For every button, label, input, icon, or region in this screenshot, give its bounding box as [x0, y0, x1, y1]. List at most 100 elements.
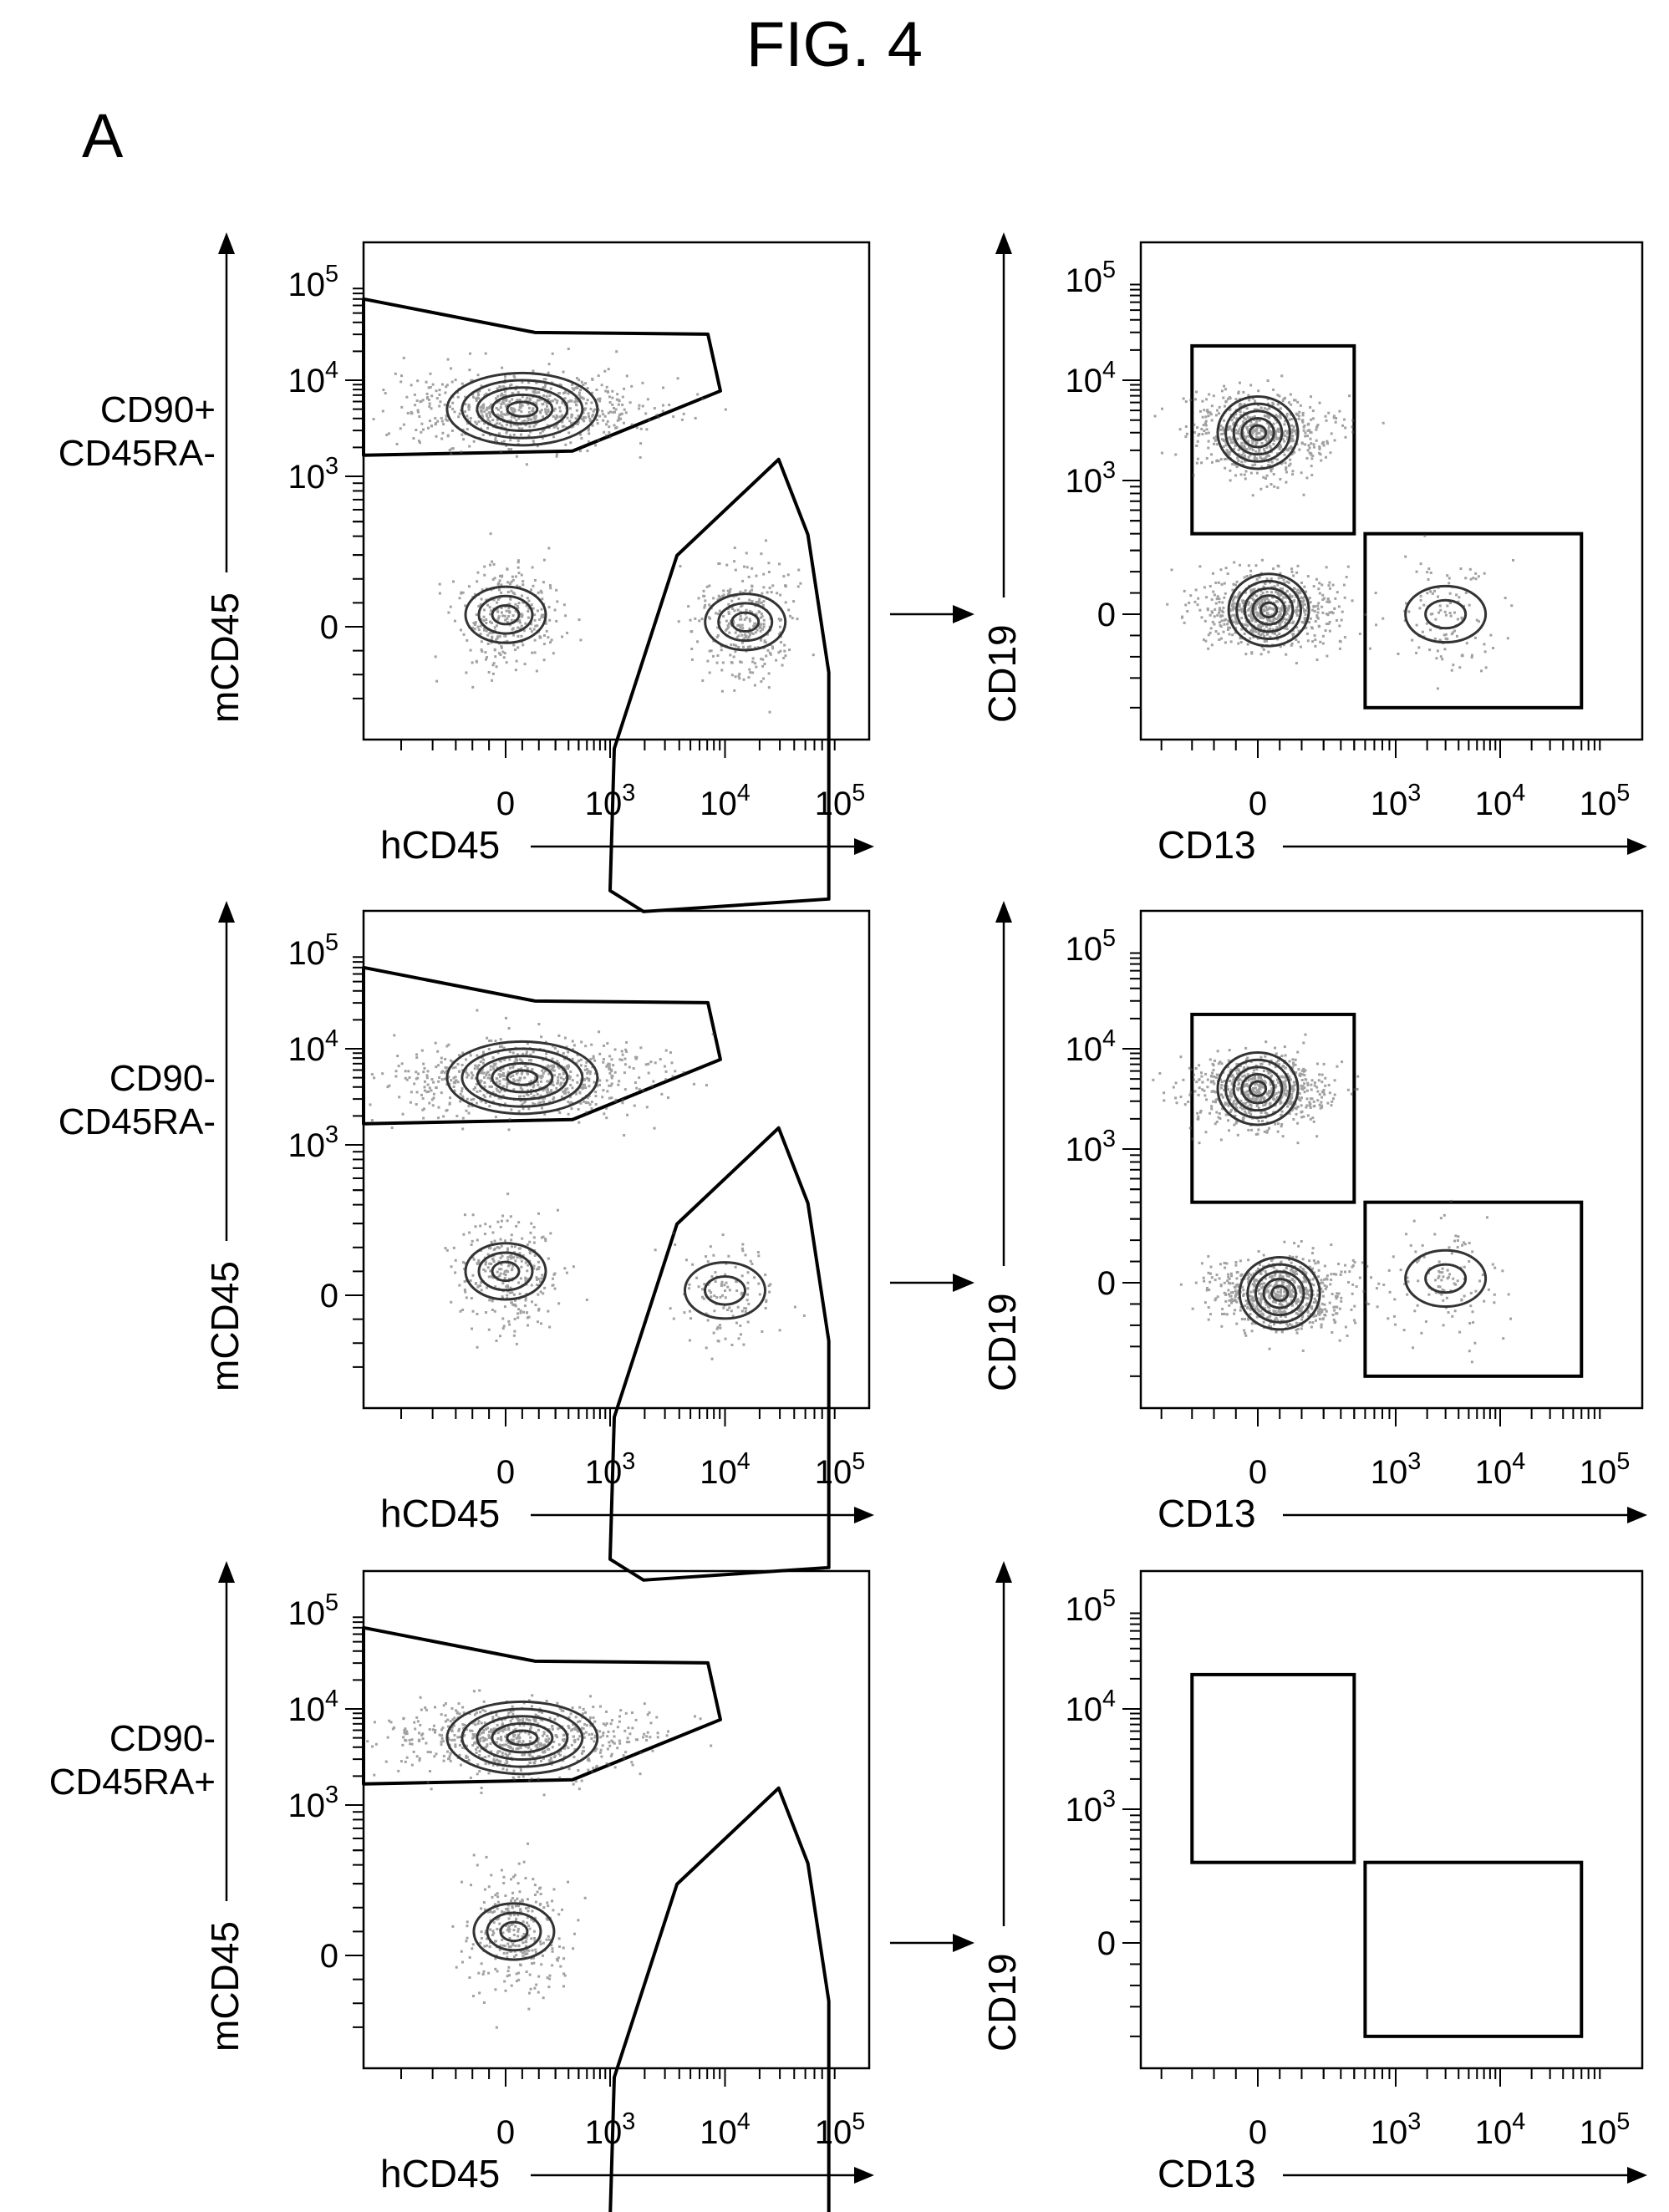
event-dot: [1220, 1084, 1224, 1087]
event-dot: [500, 403, 503, 406]
event-dot: [516, 1079, 519, 1082]
event-dot: [507, 448, 511, 451]
event-dot: [527, 1264, 530, 1267]
event-dot: [1351, 430, 1355, 434]
event-dot: [516, 1059, 519, 1062]
event-dot: [1196, 603, 1199, 607]
event-dot: [1283, 1083, 1286, 1086]
event-dot: [764, 1274, 767, 1277]
event-dot: [691, 1263, 695, 1266]
event-dot: [584, 402, 588, 405]
event-dot: [1286, 432, 1290, 435]
event-dot: [1285, 412, 1289, 415]
event-dot: [494, 1062, 497, 1065]
event-dot: [542, 1071, 545, 1075]
event-dot: [470, 1297, 473, 1300]
event-dot: [1234, 463, 1237, 466]
event-dot: [1405, 602, 1408, 605]
event-dot: [1219, 1060, 1222, 1064]
event-dot: [552, 425, 556, 429]
event-dot: [445, 384, 449, 387]
event-dot: [1204, 1072, 1208, 1075]
event-dot: [674, 1070, 677, 1073]
event-dot: [569, 1083, 572, 1086]
event-dot: [1275, 458, 1279, 461]
event-dot: [561, 1068, 564, 1071]
event-dot: [499, 1335, 502, 1338]
event-dot: [567, 347, 570, 350]
event-dot: [502, 1325, 506, 1328]
event-dot: [477, 420, 481, 424]
event-dot: [510, 618, 513, 622]
event-dot: [409, 1101, 412, 1104]
event-dot: [546, 1080, 549, 1083]
event-dot: [1274, 1065, 1277, 1069]
event-dot: [768, 586, 771, 589]
event-dot: [587, 426, 590, 430]
event-dot: [492, 562, 496, 566]
event-dot: [1443, 610, 1447, 613]
event-dot: [415, 399, 419, 402]
event-dot: [660, 1092, 664, 1096]
event-dot: [1310, 431, 1313, 435]
event-dot: [622, 421, 625, 425]
event-dot: [1249, 574, 1252, 577]
event-dot: [1235, 1101, 1239, 1105]
event-dot: [447, 1075, 450, 1079]
event-dot: [1289, 462, 1292, 465]
event-dot: [502, 1077, 506, 1081]
event-dot: [1255, 427, 1259, 430]
event-dot: [1216, 1050, 1219, 1053]
event-dot: [635, 1086, 639, 1090]
event-dot: [1200, 461, 1203, 465]
event-dot: [639, 442, 643, 445]
event-dot: [1415, 651, 1418, 654]
event-dot: [488, 420, 491, 424]
event-dot: [463, 1288, 466, 1291]
event-dot: [702, 1297, 705, 1300]
event-cloud: [372, 347, 727, 466]
event-dot: [1469, 577, 1473, 581]
event-dot: [1209, 627, 1213, 630]
event-dot: [716, 653, 720, 657]
event-dot: [545, 402, 548, 405]
event-dot: [1279, 645, 1282, 648]
event-dot: [553, 1046, 557, 1050]
event-dot: [469, 1279, 472, 1282]
event-dot: [544, 410, 547, 414]
event-dot: [689, 1317, 693, 1320]
event-dot: [1199, 1109, 1203, 1112]
event-dot: [769, 1283, 772, 1286]
event-dot: [530, 1059, 533, 1062]
event-dot: [588, 1103, 592, 1106]
event-dot: [445, 385, 448, 389]
event-dot: [532, 425, 536, 428]
event-dot: [496, 387, 499, 390]
event-dot: [1281, 399, 1285, 403]
event-dot: [1297, 417, 1300, 420]
event-dot: [539, 1080, 542, 1083]
event-dot: [1222, 606, 1225, 609]
event-dot: [544, 1087, 547, 1091]
event-dot: [1179, 1055, 1183, 1059]
event-dot: [618, 1080, 621, 1083]
event-dot: [524, 399, 527, 402]
event-dot: [1235, 1063, 1239, 1066]
event-dot: [504, 634, 507, 638]
event-dot: [1265, 1121, 1269, 1124]
event-dot: [748, 627, 751, 630]
event-dot: [1492, 647, 1495, 650]
event-dot: [582, 415, 585, 419]
event-dot: [495, 1087, 498, 1091]
event-dot: [446, 358, 450, 361]
event-dot: [1259, 593, 1263, 597]
event-dot: [1292, 620, 1295, 623]
event-dot: [1272, 422, 1275, 425]
event-dot: [542, 615, 545, 618]
event-dot: [516, 584, 519, 587]
event-dot: [1224, 1103, 1227, 1106]
density-contour: [1227, 572, 1310, 648]
event-dot: [401, 1112, 405, 1116]
event-dot: [618, 413, 621, 416]
event-dot: [736, 608, 740, 612]
